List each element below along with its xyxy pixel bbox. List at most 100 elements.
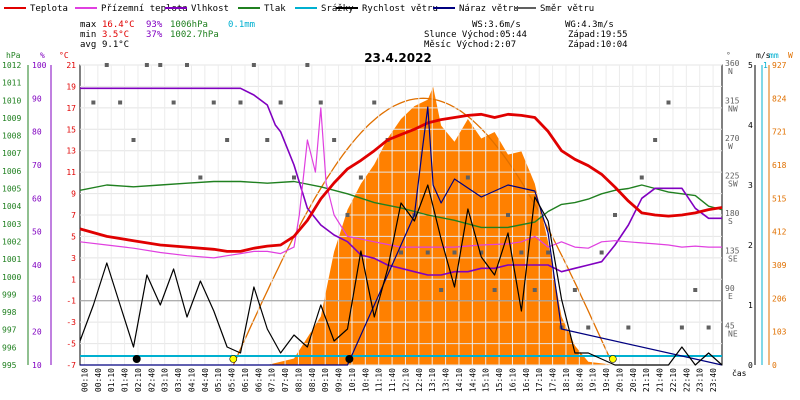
ms-tick-3: 2 bbox=[748, 241, 753, 250]
pct-tick-0: 100 bbox=[32, 61, 47, 70]
ms-tick-0: 5 bbox=[748, 61, 753, 70]
time-tick-8: 04:10 bbox=[188, 368, 197, 392]
stats-max-rain: 0.1mm bbox=[228, 20, 255, 30]
wind-direction-point bbox=[465, 175, 470, 180]
time-tick-9: 04:40 bbox=[201, 368, 210, 392]
time-tick-25: 12:40 bbox=[415, 368, 424, 392]
dir-deg-tick-7: 45 bbox=[725, 322, 735, 331]
w-tick-6: 309 bbox=[772, 261, 787, 270]
hpa-tick-6: 1006 bbox=[2, 167, 21, 176]
stats-ws: WS:3.6m/s bbox=[472, 20, 521, 30]
time-tick-17: 08:40 bbox=[308, 368, 317, 392]
wind-direction-point bbox=[332, 138, 337, 142]
hpa-tick-11: 1001 bbox=[2, 255, 21, 264]
stats-moon-set: Západ:10:04 bbox=[568, 40, 628, 50]
wind-direction-point bbox=[265, 138, 270, 142]
stats-max-hum: 93% bbox=[146, 20, 163, 30]
wind-direction-point bbox=[345, 213, 350, 217]
wind-direction-point bbox=[506, 213, 510, 217]
stats-max-label: max bbox=[80, 20, 97, 30]
axis-w-label: W bbox=[788, 51, 793, 60]
c-tick-8: 5 bbox=[71, 232, 76, 241]
legend-label-1: Přízemní teplota bbox=[101, 4, 188, 14]
hpa-tick-12: 1000 bbox=[2, 273, 21, 282]
chart-title: 23.4.2022 bbox=[364, 51, 432, 65]
wind-direction-point bbox=[185, 63, 189, 67]
time-tick-33: 16:40 bbox=[522, 368, 531, 392]
wind-speed-line bbox=[79, 184, 723, 366]
time-tick-22: 11:10 bbox=[375, 368, 384, 392]
dir-name-tick-6: E bbox=[728, 292, 733, 301]
ground-temperature-line bbox=[79, 107, 722, 259]
pct-tick-4: 60 bbox=[32, 194, 42, 203]
c-tick-12: -3 bbox=[66, 318, 76, 327]
stats-max-temp: 16.4°C bbox=[102, 20, 135, 30]
moonrise-marker bbox=[132, 355, 141, 363]
hpa-tick-8: 1004 bbox=[2, 202, 21, 211]
y-axes: 1012101110101009100810071006100510041003… bbox=[2, 59, 787, 370]
wind-direction-point bbox=[211, 100, 216, 105]
wind-direction-point bbox=[452, 250, 457, 255]
time-tick-3: 01:40 bbox=[121, 368, 130, 392]
humidity-line bbox=[80, 87, 722, 276]
legend-label-6: Náraz větru bbox=[459, 4, 519, 14]
axis-hpa-label: hPa bbox=[6, 51, 21, 60]
axis-time-label: čas bbox=[732, 368, 747, 378]
axis-c-label: °C bbox=[59, 51, 69, 60]
c-tick-4: 13 bbox=[66, 147, 76, 156]
time-tick-31: 15:40 bbox=[495, 368, 504, 392]
time-tick-23: 11:40 bbox=[388, 368, 397, 392]
wind-direction-point bbox=[91, 100, 96, 105]
wind-direction-point bbox=[439, 288, 444, 292]
wind-direction-point bbox=[292, 175, 296, 180]
wind-direction-point bbox=[118, 100, 123, 105]
dir-deg-tick-4: 180 bbox=[725, 209, 740, 218]
wind-direction-point bbox=[131, 138, 136, 142]
series-radiation bbox=[240, 86, 615, 365]
legend-label-5: Rychlost větru bbox=[362, 4, 438, 14]
axis-pct-label: % bbox=[40, 51, 45, 60]
radiation-area bbox=[240, 86, 615, 365]
wind-direction-point bbox=[399, 250, 403, 255]
wind-direction-point bbox=[599, 250, 604, 255]
wind-direction-point bbox=[251, 63, 256, 67]
dir-name-tick-7: NE bbox=[728, 330, 738, 339]
time-tick-38: 19:10 bbox=[589, 368, 598, 392]
wind-direction-point bbox=[278, 100, 283, 105]
c-tick-11: -1 bbox=[66, 297, 76, 306]
dir-name-tick-4: S bbox=[728, 217, 733, 226]
stats-sun: Slunce Východ:05:44 bbox=[424, 30, 527, 40]
time-tick-11: 05:40 bbox=[228, 368, 237, 392]
wind-direction-point bbox=[425, 250, 430, 255]
time-tick-4: 02:10 bbox=[134, 368, 143, 392]
time-tick-2: 01:10 bbox=[107, 368, 116, 392]
time-tick-0: 00:10 bbox=[81, 368, 90, 392]
time-tick-41: 20:40 bbox=[629, 368, 638, 392]
time-tick-5: 02:40 bbox=[147, 368, 156, 392]
legend-label-7: Směr větru bbox=[540, 4, 594, 14]
w-tick-3: 618 bbox=[772, 161, 787, 170]
dir-deg-tick-6: 90 bbox=[725, 284, 735, 293]
w-tick-9: 0 bbox=[772, 361, 777, 370]
axis-headers: hPa % °C ° m/s mm W čas bbox=[6, 51, 793, 378]
sunrise-marker bbox=[229, 355, 238, 363]
hpa-tick-7: 1005 bbox=[2, 185, 21, 194]
wind-direction-point bbox=[225, 138, 230, 142]
series-temperature bbox=[79, 112, 723, 253]
time-tick-27: 13:40 bbox=[442, 368, 451, 392]
wind-direction-point bbox=[586, 325, 591, 330]
hpa-tick-9: 1003 bbox=[2, 220, 21, 229]
dir-name-tick-5: SE bbox=[728, 255, 738, 264]
stats-min-press: 1002.7hPa bbox=[170, 30, 219, 40]
time-tick-19: 09:40 bbox=[335, 368, 344, 392]
dir-name-tick-2: W bbox=[728, 142, 733, 151]
legend-label-0: Teplota bbox=[30, 4, 68, 14]
c-tick-1: 19 bbox=[66, 82, 76, 91]
stats-min-temp: 3.5°C bbox=[102, 30, 129, 40]
hpa-tick-15: 997 bbox=[2, 326, 17, 335]
wind-direction-point bbox=[104, 63, 109, 67]
series-humidity bbox=[80, 87, 722, 276]
time-tick-44: 22:10 bbox=[669, 368, 678, 392]
stats-wg: WG:4.3m/s bbox=[565, 20, 614, 30]
time-tick-46: 23:10 bbox=[696, 368, 705, 392]
